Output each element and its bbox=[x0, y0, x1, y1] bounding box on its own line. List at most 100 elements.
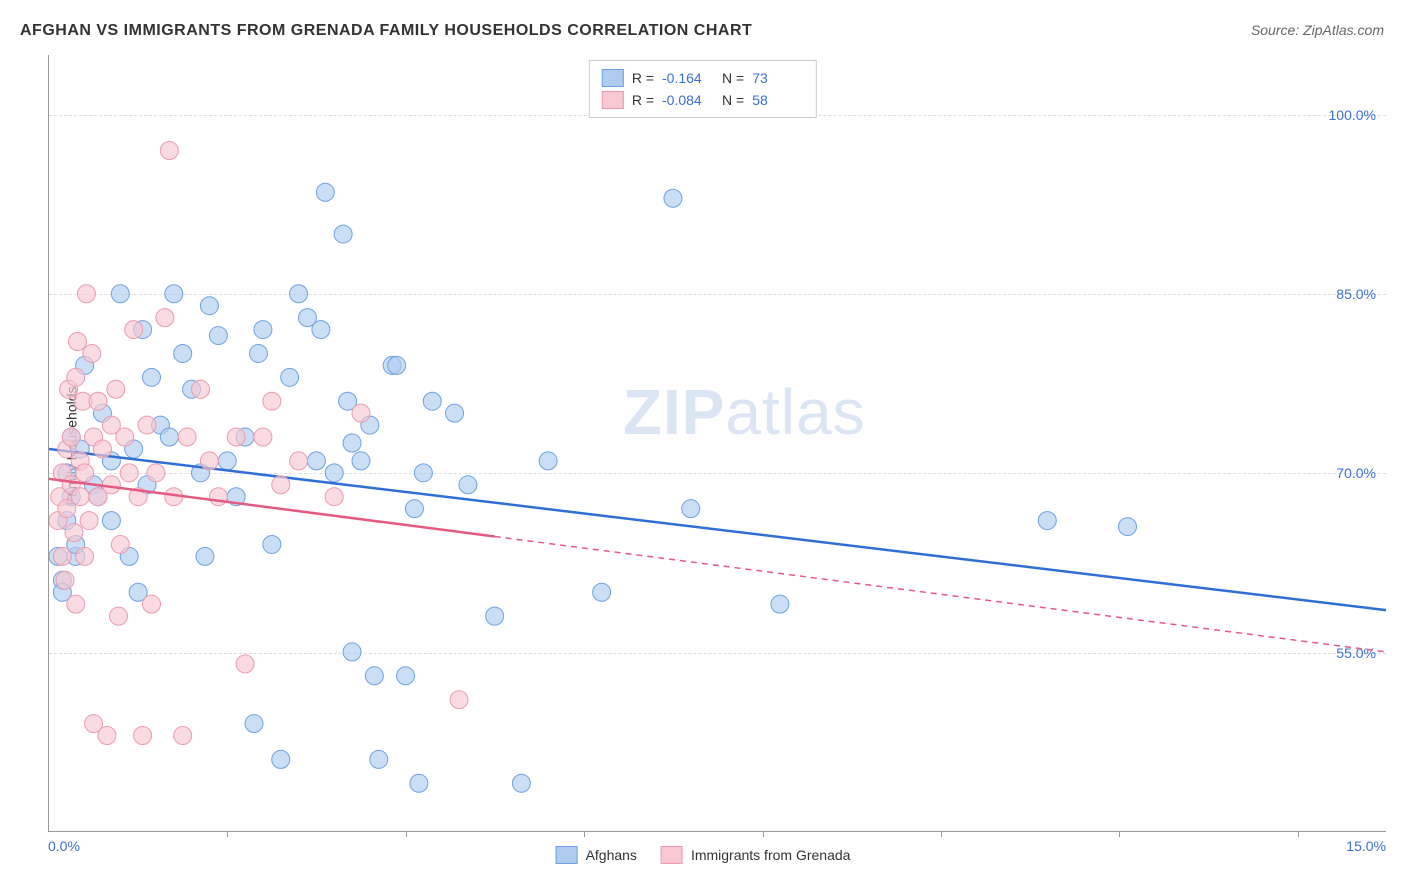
scatter-point bbox=[290, 452, 308, 470]
scatter-point bbox=[143, 595, 161, 613]
scatter-point bbox=[410, 774, 428, 792]
chart-container: AFGHAN VS IMMIGRANTS FROM GRENADA FAMILY… bbox=[0, 0, 1406, 892]
scatter-point bbox=[138, 416, 156, 434]
scatter-point bbox=[80, 512, 98, 530]
x-tick bbox=[406, 831, 407, 837]
legend-swatch bbox=[602, 69, 624, 87]
scatter-point bbox=[110, 607, 128, 625]
scatter-point bbox=[312, 321, 330, 339]
r-label: R = bbox=[632, 70, 654, 86]
scatter-point bbox=[272, 750, 290, 768]
scatter-point bbox=[98, 727, 116, 745]
scatter-point bbox=[486, 607, 504, 625]
scatter-point bbox=[102, 476, 120, 494]
chart-title: AFGHAN VS IMMIGRANTS FROM GRENADA FAMILY… bbox=[20, 22, 752, 40]
legend-series: Afghans Immigrants from Grenada bbox=[556, 846, 851, 864]
scatter-point bbox=[143, 368, 161, 386]
scatter-point bbox=[245, 715, 263, 733]
scatter-point bbox=[236, 655, 254, 673]
n-label: N = bbox=[722, 70, 744, 86]
scatter-point bbox=[254, 321, 272, 339]
scatter-point bbox=[459, 476, 477, 494]
x-tick bbox=[1298, 831, 1299, 837]
legend-stats-row: R =-0.084N =58 bbox=[602, 89, 804, 111]
scatter-point bbox=[56, 571, 74, 589]
legend-swatch bbox=[661, 846, 683, 864]
scatter-plot bbox=[49, 55, 1386, 831]
trend-line bbox=[49, 449, 1386, 610]
scatter-point bbox=[272, 476, 290, 494]
scatter-point bbox=[120, 464, 138, 482]
scatter-point bbox=[209, 327, 227, 345]
scatter-point bbox=[227, 428, 245, 446]
scatter-point bbox=[71, 488, 89, 506]
scatter-point bbox=[69, 333, 87, 351]
scatter-point bbox=[405, 500, 423, 518]
scatter-point bbox=[125, 321, 143, 339]
scatter-point bbox=[65, 524, 83, 542]
scatter-point bbox=[116, 428, 134, 446]
legend-swatch bbox=[556, 846, 578, 864]
scatter-point bbox=[200, 297, 218, 315]
scatter-point bbox=[200, 452, 218, 470]
scatter-point bbox=[249, 344, 267, 362]
scatter-point bbox=[254, 428, 272, 446]
scatter-point bbox=[414, 464, 432, 482]
scatter-point bbox=[281, 368, 299, 386]
x-axis-max-label: 15.0% bbox=[1346, 838, 1386, 854]
scatter-point bbox=[682, 500, 700, 518]
scatter-point bbox=[664, 189, 682, 207]
scatter-point bbox=[53, 547, 71, 565]
scatter-point bbox=[1119, 518, 1137, 536]
scatter-point bbox=[334, 225, 352, 243]
scatter-point bbox=[307, 452, 325, 470]
scatter-point bbox=[174, 344, 192, 362]
scatter-point bbox=[156, 309, 174, 327]
scatter-point bbox=[365, 667, 383, 685]
scatter-point bbox=[397, 667, 415, 685]
scatter-point bbox=[1038, 512, 1056, 530]
scatter-point bbox=[111, 285, 129, 303]
scatter-point bbox=[325, 464, 343, 482]
scatter-point bbox=[423, 392, 441, 410]
scatter-point bbox=[67, 595, 85, 613]
r-label: R = bbox=[632, 92, 654, 108]
legend-stats: R =-0.164N =73R =-0.084N =58 bbox=[589, 60, 817, 118]
scatter-point bbox=[388, 356, 406, 374]
n-label: N = bbox=[722, 92, 744, 108]
scatter-point bbox=[160, 142, 178, 160]
scatter-point bbox=[218, 452, 236, 470]
legend-label: Afghans bbox=[586, 847, 637, 863]
scatter-point bbox=[107, 380, 125, 398]
scatter-point bbox=[539, 452, 557, 470]
r-value: -0.164 bbox=[662, 70, 714, 86]
scatter-point bbox=[771, 595, 789, 613]
scatter-point bbox=[76, 464, 94, 482]
legend-item: Immigrants from Grenada bbox=[661, 846, 851, 864]
x-tick bbox=[227, 831, 228, 837]
x-tick bbox=[1119, 831, 1120, 837]
scatter-point bbox=[178, 428, 196, 446]
scatter-point bbox=[160, 428, 178, 446]
scatter-point bbox=[352, 452, 370, 470]
scatter-point bbox=[263, 392, 281, 410]
scatter-point bbox=[512, 774, 530, 792]
legend-label: Immigrants from Grenada bbox=[691, 847, 851, 863]
scatter-point bbox=[111, 535, 129, 553]
scatter-point bbox=[593, 583, 611, 601]
scatter-point bbox=[450, 691, 468, 709]
scatter-point bbox=[192, 380, 210, 398]
x-tick bbox=[941, 831, 942, 837]
scatter-point bbox=[147, 464, 165, 482]
scatter-point bbox=[174, 727, 192, 745]
scatter-point bbox=[290, 285, 308, 303]
n-value: 58 bbox=[752, 92, 804, 108]
scatter-point bbox=[102, 512, 120, 530]
scatter-point bbox=[89, 392, 107, 410]
scatter-point bbox=[325, 488, 343, 506]
scatter-point bbox=[76, 547, 94, 565]
scatter-point bbox=[62, 428, 80, 446]
x-tick bbox=[763, 831, 764, 837]
scatter-point bbox=[196, 547, 214, 565]
scatter-point bbox=[209, 488, 227, 506]
